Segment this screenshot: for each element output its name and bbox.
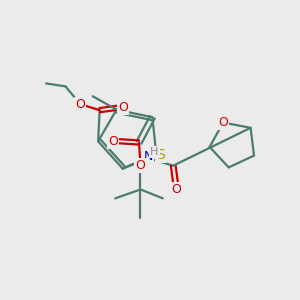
Text: O: O: [218, 116, 228, 129]
Text: H: H: [150, 147, 159, 157]
Text: O: O: [75, 98, 85, 111]
Text: O: O: [108, 134, 118, 148]
Text: N: N: [143, 150, 153, 163]
Text: O: O: [118, 101, 128, 114]
Text: O: O: [136, 159, 146, 172]
Text: O: O: [171, 183, 181, 196]
Text: S: S: [156, 148, 165, 162]
